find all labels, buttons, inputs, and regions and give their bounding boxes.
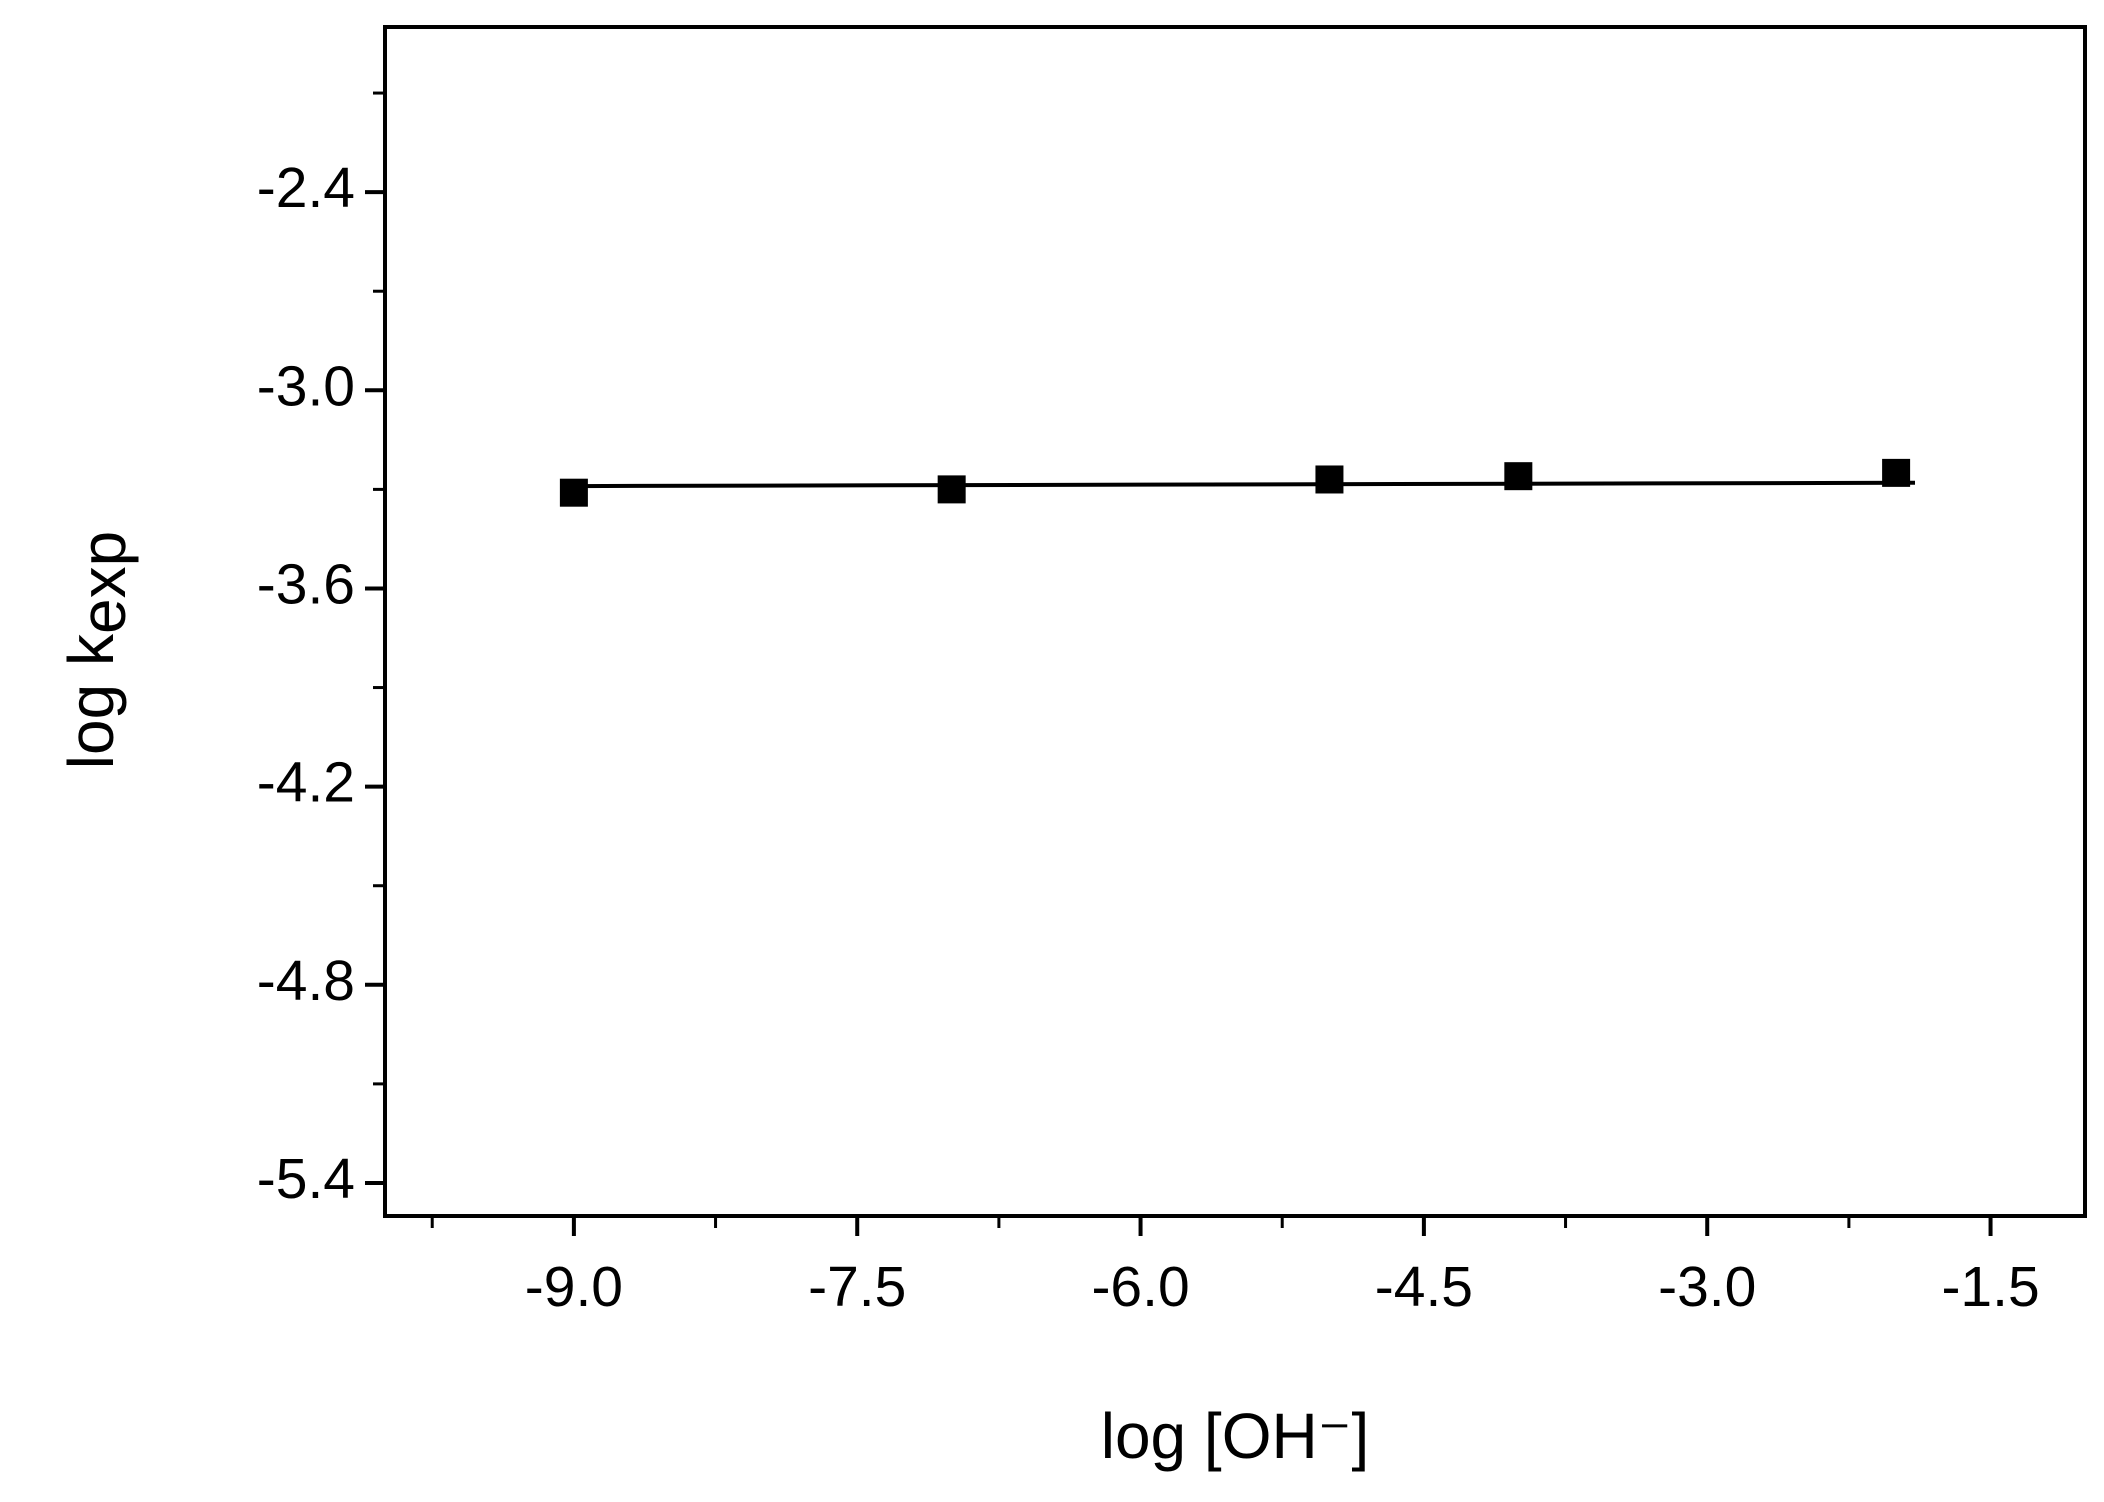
y-tick-label: -5.4: [257, 1147, 355, 1211]
y-tick-label: -4.8: [257, 949, 355, 1013]
y-tick-label: -3.0: [257, 354, 355, 418]
x-axis-title: log [OH⁻]: [1101, 1400, 1370, 1472]
x-tick-label: -9.0: [525, 1255, 623, 1319]
y-tick-label: -4.2: [257, 751, 355, 815]
point: [559, 478, 588, 507]
x-tick-label: -7.5: [808, 1255, 906, 1319]
y-tick-label: -3.6: [257, 553, 355, 617]
x-tick-label: -6.0: [1091, 1255, 1189, 1319]
x-tick-label: -4.5: [1375, 1255, 1473, 1319]
x-tick-label: -1.5: [1941, 1255, 2039, 1319]
y-axis-title: log kexp: [55, 531, 139, 769]
y-axis-title-sub: exp: [67, 531, 139, 634]
x-tick-label: -3.0: [1658, 1255, 1756, 1319]
point: [1504, 462, 1533, 491]
point: [1882, 458, 1911, 487]
point: [937, 475, 966, 504]
point: [1315, 465, 1344, 494]
y-axis-title-main: log k: [55, 633, 127, 769]
y-tick-label: -2.4: [257, 156, 355, 220]
fit-line: [573, 480, 1916, 489]
plot-frame: [383, 25, 2087, 1218]
